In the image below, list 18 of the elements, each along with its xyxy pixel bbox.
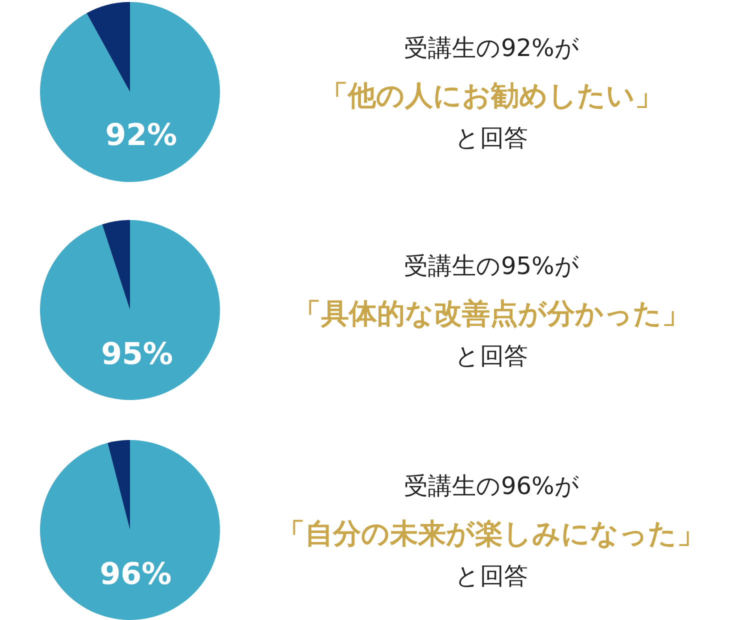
pie-slice bbox=[102, 220, 130, 310]
text: 「具体的な改善点が分かった」 bbox=[293, 297, 690, 330]
pie-slice bbox=[108, 440, 130, 530]
text: と回答 bbox=[455, 562, 528, 590]
text: 受講生の96%が bbox=[404, 472, 580, 500]
pie-slice bbox=[40, 220, 220, 400]
text: 「他の人にお勧めしたい」 bbox=[320, 79, 663, 112]
data-label: 96% bbox=[100, 557, 172, 592]
pie-slice bbox=[40, 2, 220, 182]
data-label: 95% bbox=[101, 336, 173, 372]
text: 受講生の95%が bbox=[404, 252, 580, 280]
pie-slice bbox=[40, 440, 220, 620]
pie-slice bbox=[86, 2, 130, 92]
text: と回答 bbox=[455, 342, 528, 370]
text: 「自分の未来が楽しみになった」 bbox=[277, 517, 705, 550]
text: 受講生の92%が bbox=[404, 34, 580, 62]
data-label: 92% bbox=[105, 118, 178, 154]
text: と回答 bbox=[455, 124, 528, 152]
